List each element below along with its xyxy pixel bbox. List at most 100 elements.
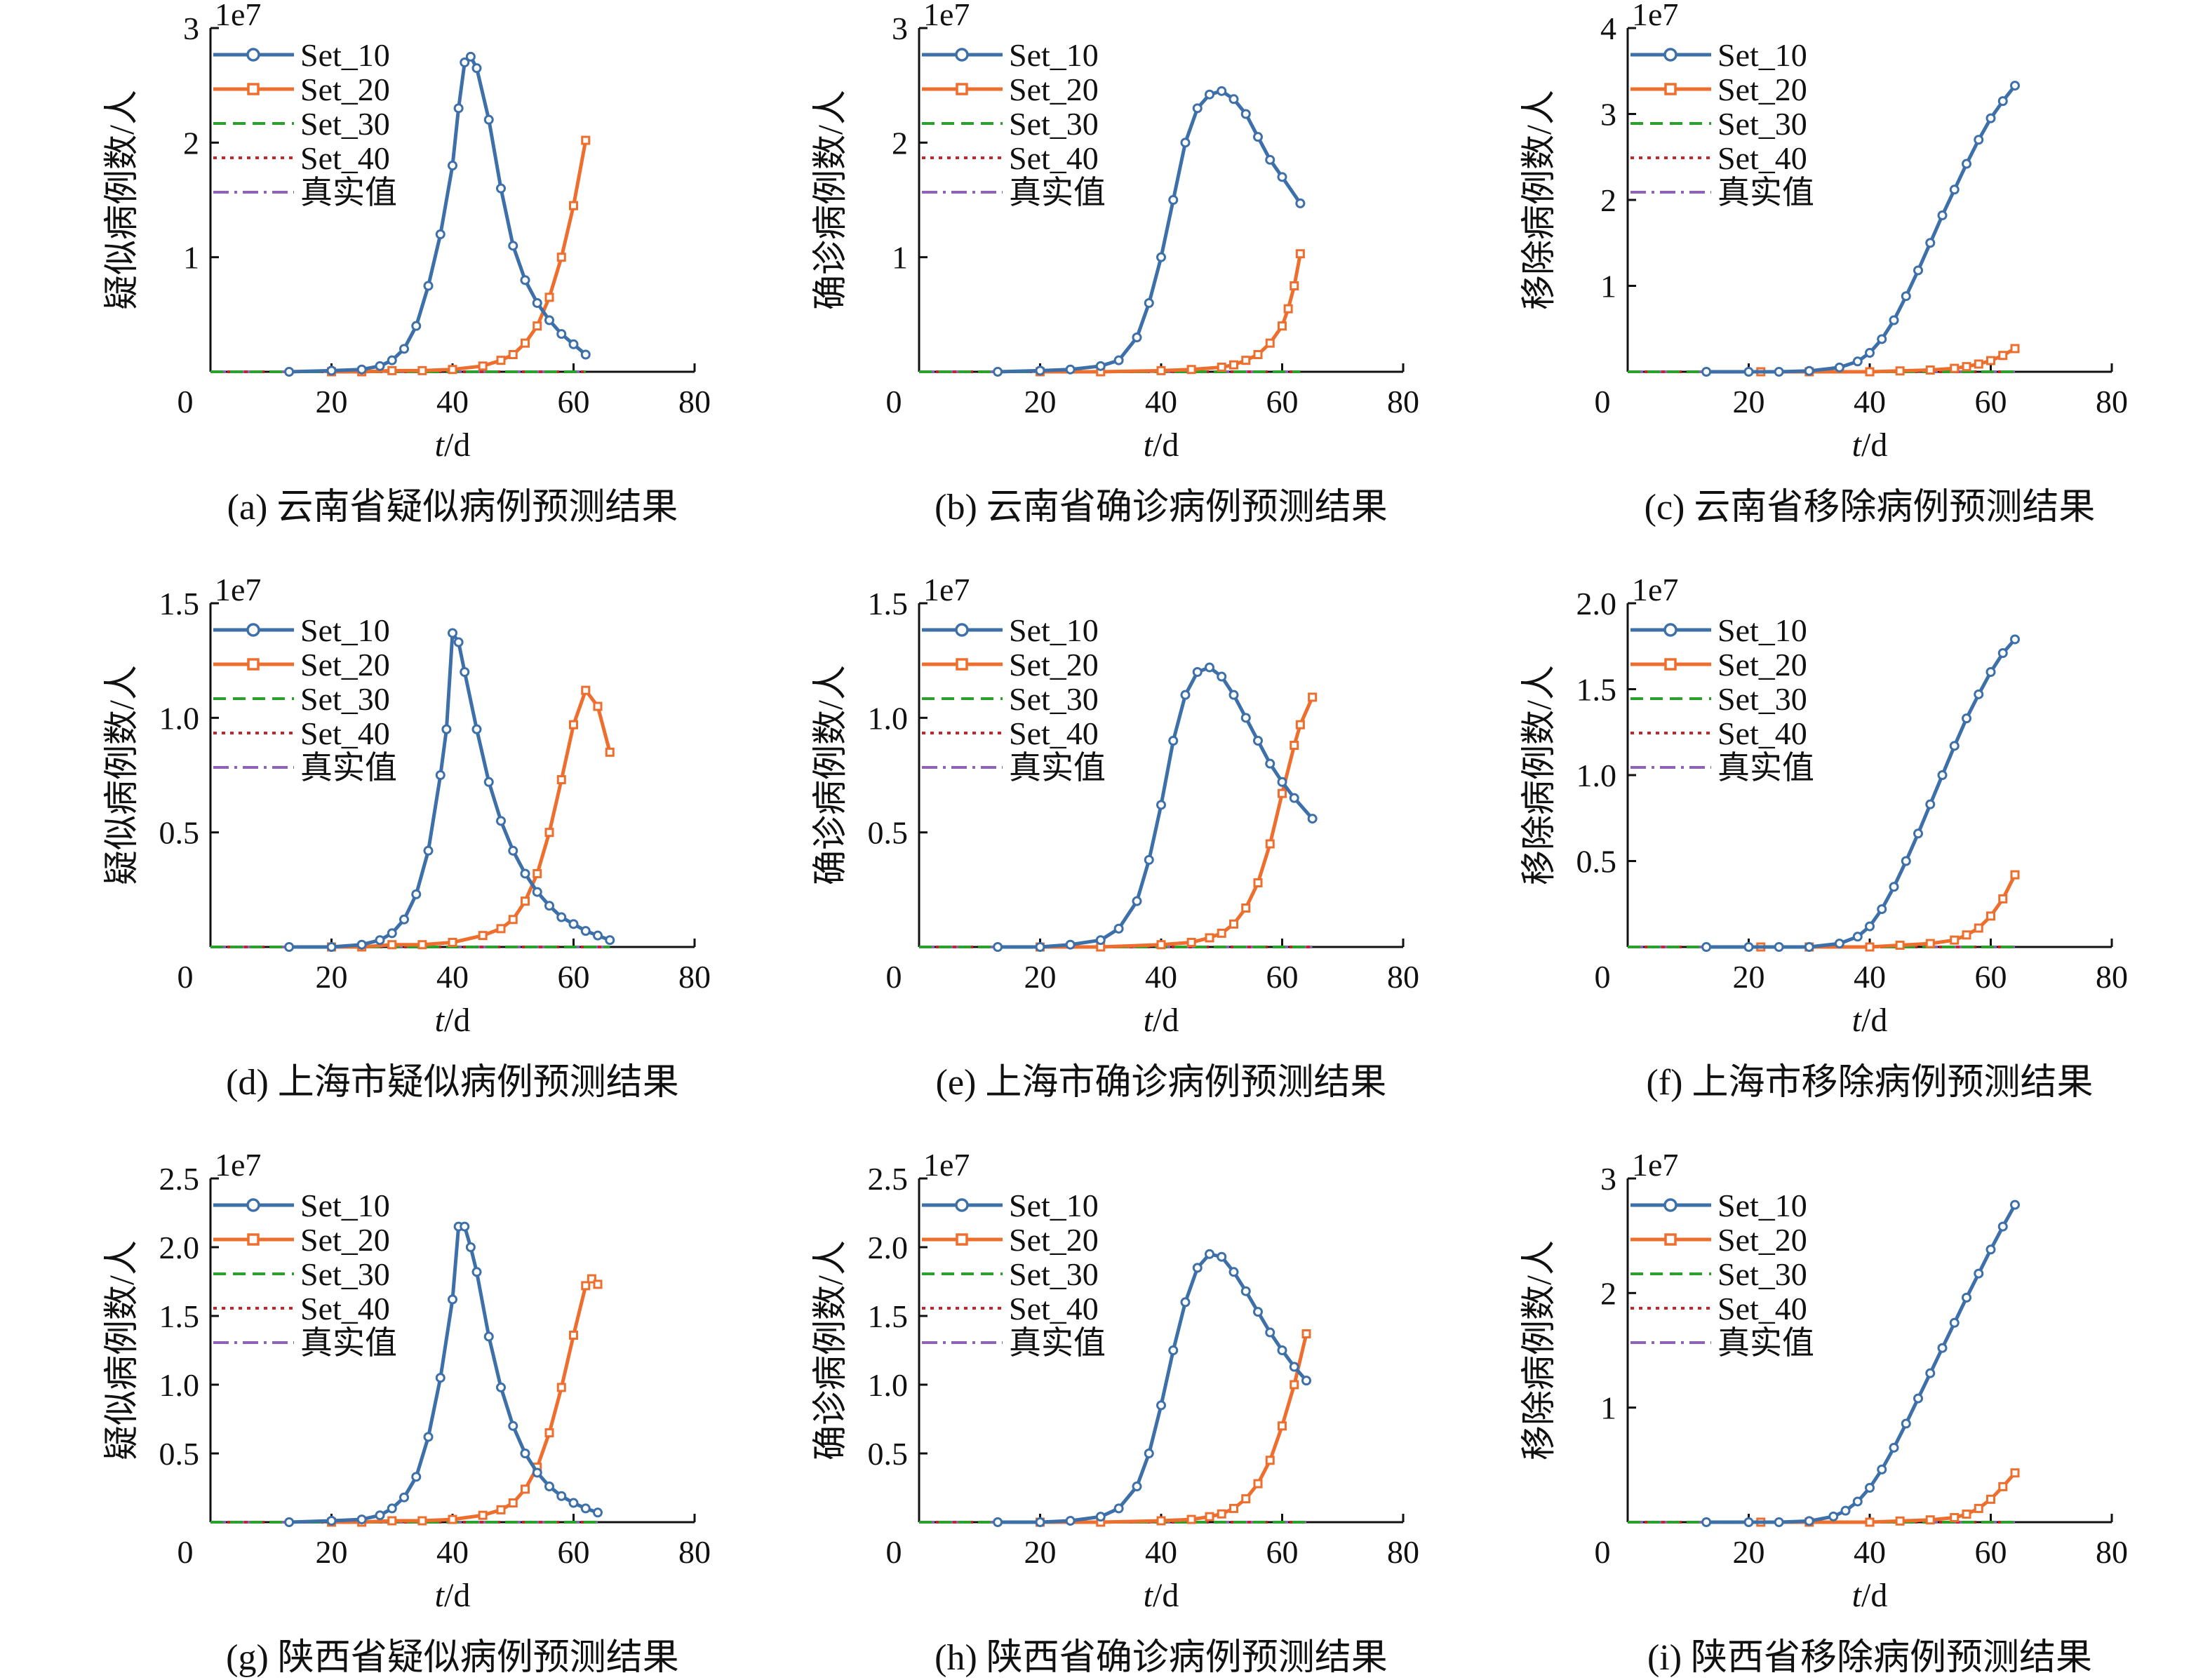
marker-Set_20 xyxy=(581,1281,591,1291)
marker-Set_20 xyxy=(1156,940,1166,950)
legend-label: Set_20 xyxy=(1717,72,1807,107)
marker-Set_10 xyxy=(1205,662,1214,673)
marker-Set_20 xyxy=(1950,935,1960,945)
x-tick-label: 80 xyxy=(678,1534,711,1570)
marker-Set_10 xyxy=(423,845,434,856)
marker-Set_20 xyxy=(1865,942,1875,952)
legend-label: Set_40 xyxy=(1009,1291,1099,1326)
x-tick-label: 60 xyxy=(558,384,590,419)
y-tick-label: 2 xyxy=(1600,182,1616,218)
marker-Set_20 xyxy=(521,896,530,906)
legend-label: Set_10 xyxy=(1717,612,1807,648)
marker-Set_10 xyxy=(1852,356,1863,367)
marker-Set_10 xyxy=(435,1373,446,1383)
y-tick-label: 2 xyxy=(183,125,199,161)
marker-Set_10 xyxy=(1240,713,1251,723)
y-tick-label: 3 xyxy=(1600,1161,1616,1197)
marker-Set_20 xyxy=(556,775,566,785)
marker-Set_20 xyxy=(1974,359,1983,369)
marker-Set_20 xyxy=(478,1510,488,1520)
y-axis-label: 移除病例数/人 xyxy=(1519,1240,1558,1460)
marker-Set_20 xyxy=(1253,1479,1263,1489)
x-axis-label-t: t xyxy=(1852,1002,1863,1039)
marker-Set_10 xyxy=(1962,1292,1971,1303)
marker-Set_10 xyxy=(1962,713,1971,724)
marker-Set_10 xyxy=(399,1492,409,1503)
y-tick-label: 2.5 xyxy=(868,1161,909,1197)
y-exponent-label: 1e7 xyxy=(1632,0,1678,32)
marker-Set_20 xyxy=(556,253,566,262)
panel-chart-5: 0 20 40 60 800.51.01.5 1e7确诊病例数/人t/dSet_10Set… xyxy=(810,572,1419,1039)
marker-Set_10 xyxy=(1180,690,1191,700)
x-tick-label: 60 xyxy=(558,1534,590,1570)
marker-Set_20 xyxy=(387,1516,397,1526)
marker-Set_20 xyxy=(1895,1516,1905,1526)
marker-Set_10 xyxy=(568,1498,579,1508)
marker-Set_10 xyxy=(284,942,295,952)
marker-Set_10 xyxy=(423,1432,434,1442)
marker-Set_10 xyxy=(387,1503,397,1514)
legend-label: Set_30 xyxy=(1717,106,1807,142)
marker-Set_10 xyxy=(1301,1376,1311,1386)
x-tick-label: 0 xyxy=(178,384,194,419)
marker-Set_10 xyxy=(544,315,554,325)
marker-Set_20 xyxy=(417,1516,427,1526)
series-line-Set_20 xyxy=(1760,873,2017,949)
legend-label: Set_20 xyxy=(300,72,390,107)
marker-Set_10 xyxy=(1144,298,1154,308)
legend-label: Set_40 xyxy=(1717,1291,1807,1326)
marker-Set_10 xyxy=(496,1382,506,1392)
x-axis-label-unit: /d xyxy=(1153,1002,1179,1039)
panel-caption: (e) 上海市确诊病例预测结果 xyxy=(935,1063,1387,1103)
marker-Set_10 xyxy=(1985,1244,1996,1255)
marker-Set_10 xyxy=(435,229,446,239)
x-tick-label: 40 xyxy=(1145,384,1177,419)
marker-Set_10 xyxy=(532,887,542,897)
marker-Set_10 xyxy=(1925,799,1936,809)
marker-Set_10 xyxy=(460,1221,470,1232)
marker-Set_20 xyxy=(1205,933,1214,943)
marker-Set_20 xyxy=(1278,321,1287,331)
y-tick-label: 0.5 xyxy=(868,815,909,851)
y-axis-label: 疑似病例数/人 xyxy=(102,1240,141,1460)
marker-Set_20 xyxy=(387,940,397,950)
marker-Set_10 xyxy=(544,1481,554,1492)
marker-Set_10 xyxy=(993,1517,1003,1527)
marker-Set_20 xyxy=(1974,923,1983,933)
y-tick-label: 1.5 xyxy=(1576,672,1617,708)
marker-Set_10 xyxy=(568,339,579,349)
marker-Set_10 xyxy=(1865,1483,1875,1493)
marker-Set_10 xyxy=(1228,690,1239,700)
marker-Set_10 xyxy=(1180,1297,1191,1308)
marker-Set_20 xyxy=(496,924,506,934)
legend-label: Set_10 xyxy=(300,37,390,73)
marker-Set_20 xyxy=(533,321,542,331)
series-line-Set_20 xyxy=(1040,1333,1308,1524)
marker-Set_20 xyxy=(569,201,578,210)
x-axis-label-unit: /d xyxy=(444,426,470,464)
panel-caption: (h) 陕西省确诊病例预测结果 xyxy=(935,1638,1388,1678)
x-tick-label: 40 xyxy=(436,1534,469,1570)
marker-Set_10 xyxy=(1901,291,1911,302)
marker-Set_10 xyxy=(326,1516,337,1526)
marker-Set_10 xyxy=(520,1449,530,1458)
marker-Set_10 xyxy=(284,1517,295,1527)
marker-Set_10 xyxy=(441,724,452,734)
marker-Set_10 xyxy=(1834,362,1844,372)
marker-Set_20 xyxy=(448,937,457,947)
marker-Set_10 xyxy=(1901,856,1911,866)
marker-Set_20 xyxy=(1998,1481,2008,1491)
legend-marker-Set_10 xyxy=(955,1198,969,1212)
series-line-Set_20 xyxy=(331,1277,599,1524)
legend-label: 真实值 xyxy=(300,750,397,786)
y-tick-label: 1.0 xyxy=(868,700,909,736)
x-tick-label: 60 xyxy=(558,959,590,995)
marker-Set_10 xyxy=(399,344,409,354)
marker-Set_20 xyxy=(1241,903,1251,913)
marker-Set_10 xyxy=(1865,921,1875,932)
marker-Set_10 xyxy=(580,1503,591,1514)
series-line-Set_20 xyxy=(1040,696,1314,949)
x-axis-label-unit: /d xyxy=(1861,426,1887,464)
marker-Set_20 xyxy=(1186,365,1196,375)
